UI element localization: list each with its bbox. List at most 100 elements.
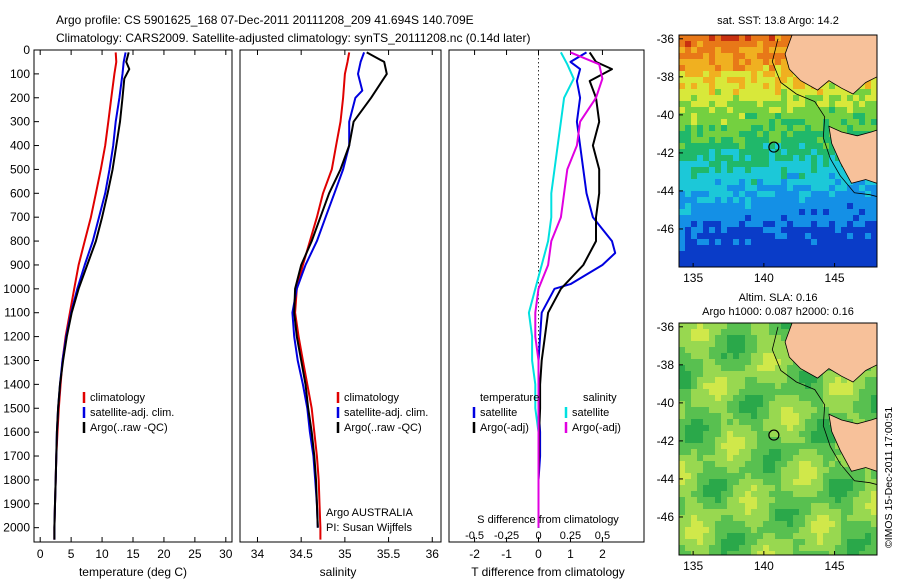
map-cell: [841, 197, 847, 203]
map-cell: [685, 395, 691, 401]
map-cell: [799, 221, 805, 227]
map-cell: [823, 101, 829, 107]
map-cell: [715, 83, 721, 89]
map-cell: [817, 389, 823, 395]
map-cell: [811, 467, 817, 473]
map-cell: [817, 215, 823, 221]
map-cell: [769, 53, 775, 59]
map-cell: [709, 497, 715, 503]
map-cell: [727, 485, 733, 491]
map-cell: [757, 179, 763, 185]
map-cell: [715, 137, 721, 143]
map-cell: [823, 137, 829, 143]
map-cell: [679, 533, 685, 539]
map-cell: [697, 497, 703, 503]
map-cell: [829, 449, 835, 455]
map-cell: [775, 323, 781, 329]
map-cell: [703, 149, 709, 155]
map-cell: [721, 455, 727, 461]
map-cell: [697, 35, 703, 41]
map-cell: [679, 263, 685, 267]
map-cell: [745, 167, 751, 173]
map-cell: [799, 215, 805, 221]
map-cell: [847, 209, 853, 215]
map-cell: [715, 59, 721, 65]
depth-tick-label: 900: [10, 258, 30, 272]
map-cell: [787, 173, 793, 179]
map-cell: [829, 485, 835, 491]
map-x-tick-label: 145: [825, 271, 845, 285]
map-cell: [739, 407, 745, 413]
map-cell: [871, 107, 877, 113]
map-cell: [715, 473, 721, 479]
map-cell: [691, 59, 697, 65]
map-cell: [763, 251, 769, 257]
map-cell: [805, 167, 811, 173]
map-cell: [757, 455, 763, 461]
map-cell: [787, 245, 793, 251]
legend-label: Argo(-adj): [572, 422, 621, 434]
map-cell: [757, 155, 763, 161]
map-cell: [739, 395, 745, 401]
map-cell: [751, 215, 757, 221]
map-cell: [715, 257, 721, 263]
map-cell: [739, 425, 745, 431]
map-cell: [691, 389, 697, 395]
map-cell: [841, 239, 847, 245]
map-cell: [751, 371, 757, 377]
map-cell: [685, 65, 691, 71]
map-cell: [781, 131, 787, 137]
map-cell: [787, 395, 793, 401]
map-cell: [703, 185, 709, 191]
map-cell: [745, 227, 751, 233]
map-cell: [823, 551, 829, 555]
map-cell: [775, 59, 781, 65]
depth-tick-label: 1000: [3, 282, 30, 296]
map-cell: [721, 71, 727, 77]
map-cell: [709, 263, 715, 267]
map-cell: [865, 185, 871, 191]
map-cell: [679, 545, 685, 551]
map-cell: [751, 59, 757, 65]
map-cell: [775, 503, 781, 509]
map-cell: [685, 371, 691, 377]
map-cell: [835, 533, 841, 539]
map-cell: [859, 239, 865, 245]
map-cell: [685, 479, 691, 485]
map-cell: [757, 479, 763, 485]
map-cell: [709, 551, 715, 555]
map-cell: [829, 185, 835, 191]
map-cell: [715, 185, 721, 191]
map-cell: [853, 515, 859, 521]
map-cell: [691, 521, 697, 527]
map-cell: [871, 515, 877, 521]
map-cell: [685, 197, 691, 203]
temperature-x-ticks: 0 5 10 15 20 25 30: [37, 50, 233, 561]
map-cell: [853, 401, 859, 407]
map-cell: [727, 491, 733, 497]
map-cell: [847, 197, 853, 203]
map-cell: [871, 509, 877, 515]
map-cell: [805, 401, 811, 407]
map-cell: [805, 455, 811, 461]
map-cell: [721, 485, 727, 491]
map-cell: [769, 251, 775, 257]
map-cell: [739, 35, 745, 41]
map-cell: [703, 197, 709, 203]
map-cell: [835, 161, 841, 167]
map-cell: [715, 323, 721, 329]
map-cell: [757, 173, 763, 179]
map-cell: [829, 407, 835, 413]
map-cell: [859, 533, 865, 539]
map-cell: [853, 197, 859, 203]
map-cell: [871, 263, 877, 267]
map-cell: [727, 47, 733, 53]
map-cell: [787, 443, 793, 449]
map-cell: [847, 491, 853, 497]
map-cell: [697, 215, 703, 221]
map-cell: [733, 83, 739, 89]
map-cell: [715, 509, 721, 515]
map-cell: [775, 467, 781, 473]
map-cell: [787, 197, 793, 203]
map-cell: [829, 251, 835, 257]
